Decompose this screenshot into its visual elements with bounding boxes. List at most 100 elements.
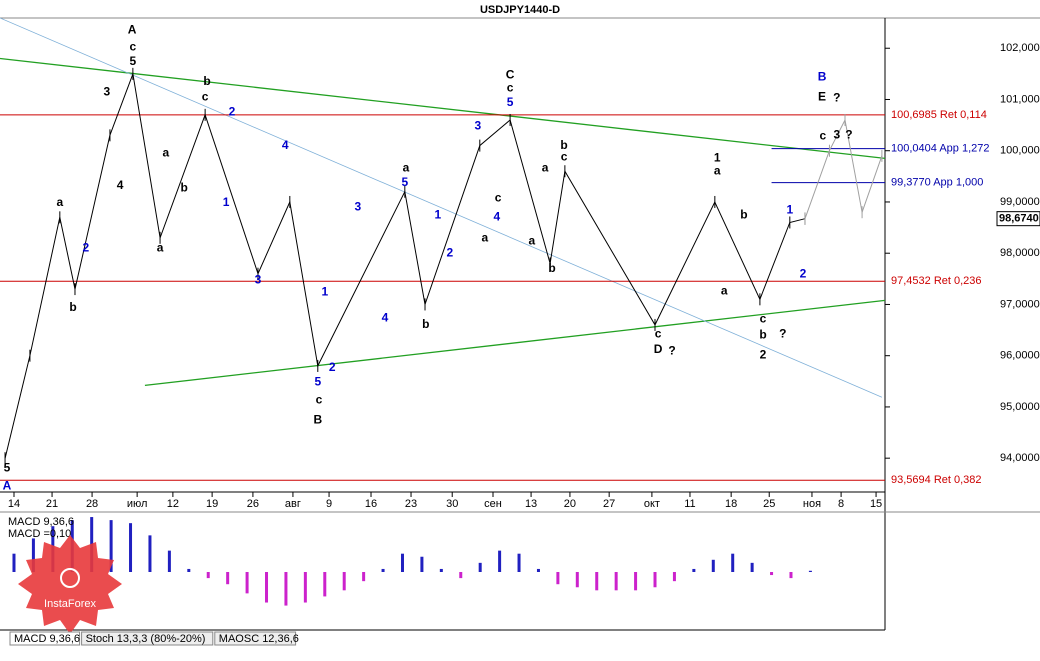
macd-bar xyxy=(303,572,307,603)
wave-label: 5 xyxy=(314,375,321,389)
wave-label: c xyxy=(561,150,568,164)
macd-bar xyxy=(167,550,171,572)
wave-label: c xyxy=(130,39,137,53)
wave-label: a xyxy=(542,160,549,174)
wave-label: C xyxy=(506,68,515,82)
wave-label: 5 xyxy=(130,54,137,68)
y-tick-label: 96,0000 xyxy=(1000,350,1040,362)
x-tick-label: июл xyxy=(127,498,148,510)
wave-label: ? xyxy=(779,326,786,340)
macd-bar xyxy=(129,523,133,572)
logo: InstaForex xyxy=(18,535,122,634)
x-tick-label: 23 xyxy=(405,498,417,510)
tab-label[interactable]: Stoch 13,3,3 (80%-20%) xyxy=(86,633,206,645)
x-tick-label: 18 xyxy=(725,498,737,510)
y-tick-label: 99,0000 xyxy=(1000,196,1040,208)
macd-bar xyxy=(498,550,502,572)
x-tick-label: окт xyxy=(644,498,660,510)
macd-bar xyxy=(517,553,521,572)
macd-bar xyxy=(478,562,482,572)
wave-label: b xyxy=(759,327,766,341)
last-price-label: 98,6740 xyxy=(999,213,1039,225)
macd-bar xyxy=(323,572,327,597)
wave-label: a xyxy=(529,234,536,248)
macd-bar xyxy=(31,538,35,572)
macd-bar xyxy=(226,572,230,585)
macd-bar xyxy=(731,553,735,572)
wave-label: E xyxy=(818,90,826,104)
macd-bar xyxy=(245,572,249,594)
tab[interactable] xyxy=(81,631,214,646)
wave-label: 3 xyxy=(103,84,110,98)
x-tick-label: 21 xyxy=(46,498,58,510)
logo-text: InstaForex xyxy=(44,598,96,610)
x-tick-label: 16 xyxy=(365,498,377,510)
trend-line xyxy=(0,57,886,160)
tab-label[interactable]: MACD 9,36,6 xyxy=(14,633,80,645)
tab[interactable] xyxy=(214,631,297,646)
x-tick-label: 28 xyxy=(86,498,98,510)
wave-label: 1 xyxy=(434,207,441,221)
x-tick-label: 26 xyxy=(247,498,259,510)
macd-bar xyxy=(381,568,385,572)
wave-label: b xyxy=(180,180,187,194)
wave-label: 3 xyxy=(354,199,361,213)
wave-label: 3 xyxy=(475,118,482,132)
macd-bar xyxy=(284,572,288,606)
wave-label: 1 xyxy=(223,195,230,209)
tab[interactable] xyxy=(9,631,81,646)
wave-label: 3 xyxy=(833,128,840,142)
wave-label: 2 xyxy=(760,347,767,361)
x-tick-label: авг xyxy=(285,498,301,510)
y-tick-label: 94,0000 xyxy=(1000,452,1040,464)
wave-label: b xyxy=(69,300,76,314)
x-tick-label: 13 xyxy=(525,498,537,510)
wave-label: b xyxy=(422,317,429,331)
x-tick-label: сен xyxy=(484,498,502,510)
y-tick-label: 95,0000 xyxy=(1000,401,1040,413)
x-tick-label: ноя xyxy=(803,498,821,510)
macd-bar xyxy=(653,572,657,588)
wave-label: 4 xyxy=(117,178,124,192)
wave-label: B xyxy=(313,412,322,426)
y-tick-label: 97,0000 xyxy=(1000,298,1040,310)
wave-label: 5 xyxy=(401,175,408,189)
wave-label: a xyxy=(714,163,721,177)
tab-label[interactable]: MAOSC 12,36,6 xyxy=(219,633,299,645)
wave-label: A xyxy=(128,22,137,36)
macd-label: MACD =0,10 xyxy=(8,528,71,540)
x-tick-label: 19 xyxy=(206,498,218,510)
y-tick-label: 101,0000 xyxy=(1000,93,1040,105)
macd-bar xyxy=(750,562,754,572)
wave-label: 1 xyxy=(786,202,793,216)
wave-label: a xyxy=(482,231,489,245)
macd-bar xyxy=(12,553,16,572)
wave-label: 2 xyxy=(229,104,236,118)
macd-bar xyxy=(614,572,618,591)
wave-label: B xyxy=(818,70,827,84)
macd-bar xyxy=(420,556,424,572)
wave-label: 1 xyxy=(714,151,721,165)
x-tick-label: 11 xyxy=(684,498,695,510)
level-label: 100,6985 Ret 0,114 xyxy=(891,109,987,121)
wave-label: ? xyxy=(668,343,675,357)
trend-line xyxy=(144,299,886,387)
level-label: 93,5694 Ret 0,382 xyxy=(891,474,982,486)
y-tick-label: 102,0000 xyxy=(1000,42,1040,54)
macd-bar xyxy=(439,568,443,572)
tab-bar: MACD 9,36,6 Stoch 13,3,3 (80%-20%) MAOSC 1… xyxy=(9,631,299,646)
wave-label: 2 xyxy=(447,245,454,259)
logo-icon xyxy=(60,568,80,588)
macd-bar xyxy=(362,572,366,582)
chart-title: USDJPY1440-D xyxy=(480,4,560,16)
x-tick-label: 25 xyxy=(763,498,775,510)
macd-bar xyxy=(148,535,152,572)
level-label: 99,3770 App 1,000 xyxy=(891,177,983,189)
wave-label: c xyxy=(202,90,209,104)
macd-bar xyxy=(536,568,540,572)
trend-line xyxy=(0,17,883,398)
wave-label: A xyxy=(3,479,12,493)
wave-label: b xyxy=(548,261,555,275)
wave-label: 4 xyxy=(382,310,389,324)
